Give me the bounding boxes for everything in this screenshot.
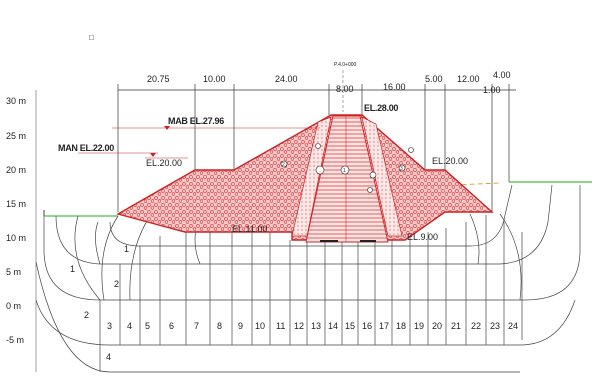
dim-1-00: 1.00 xyxy=(483,85,501,95)
corner-marker: □ xyxy=(89,33,94,42)
shell-zone-label-2: 2 xyxy=(282,162,285,168)
zone-number-7: 7 xyxy=(194,321,199,331)
zone-number-17: 17 xyxy=(379,321,389,331)
zone-markers xyxy=(280,143,414,193)
impervious-core xyxy=(305,115,389,243)
top-dimension-line xyxy=(117,84,516,212)
zone-number-6: 6 xyxy=(169,321,174,331)
zone-number-5: 5 xyxy=(145,321,150,331)
embankment-zone-labels: 1 2 3 xyxy=(282,162,403,174)
zone-number-16: 16 xyxy=(362,321,372,331)
shell-zone-label-3: 3 xyxy=(400,166,403,172)
core-base-elevation: EL.9.00 xyxy=(407,232,438,242)
axis-station-label: P.4.0+000 xyxy=(334,62,357,68)
zone-number-10: 10 xyxy=(255,321,265,331)
dim-10-00: 10.00 xyxy=(203,74,226,84)
dim-5-00: 5.00 xyxy=(425,74,443,84)
zone-number-18: 18 xyxy=(396,321,406,331)
zone-number-8: 8 xyxy=(217,321,222,331)
y-tick-30: 30 m xyxy=(6,96,26,106)
zone-number-11: 11 xyxy=(276,321,285,331)
y-tick-20: 20 m xyxy=(6,165,26,175)
zone-number-22: 22 xyxy=(471,321,481,331)
y-tick-5: 5 m xyxy=(6,267,21,277)
foundation-label-c: 4 xyxy=(106,352,111,362)
crest-elevation-label: EL.28.00 xyxy=(364,103,398,113)
foundation-labels: 1 2 4 xyxy=(106,244,129,362)
zone-number-12: 12 xyxy=(294,321,304,331)
downstream-filter-zone xyxy=(361,116,403,237)
dim-8-00: 8.00 xyxy=(336,84,354,94)
dim-20-75: 20.75 xyxy=(147,74,170,84)
zone-number-3: 3 xyxy=(107,321,112,331)
dim-4-00: 4.00 xyxy=(493,70,511,80)
shell-zone-label-1: 1 xyxy=(343,168,346,174)
zone-number-23: 23 xyxy=(490,321,500,331)
foundation-label-b: 2 xyxy=(114,279,119,289)
elevation-lines xyxy=(78,127,320,159)
y-tick-0: 0 m xyxy=(6,301,21,311)
downstream-berm-elevation: EL.20.00 xyxy=(432,156,468,166)
y-tick-10: 10 m xyxy=(6,233,26,243)
y-tick-25: 25 m xyxy=(6,131,26,141)
zone-number-19: 19 xyxy=(414,321,424,331)
zone-number-13: 13 xyxy=(311,321,321,331)
foundation-label-a: 1 xyxy=(124,244,129,254)
ground-surface xyxy=(43,181,592,217)
y-tick-15: 15 m xyxy=(6,199,26,209)
y-axis: 30 m 25 m 20 m 15 m 10 m 5 m 0 m -5 m xyxy=(6,90,37,372)
zone-number-21: 21 xyxy=(451,321,461,331)
dim-16-00: 16.00 xyxy=(383,82,406,92)
zone-number-14: 14 xyxy=(328,321,338,331)
dim-24-00: 24.00 xyxy=(275,74,298,84)
zone-number-24: 24 xyxy=(508,321,518,331)
elevation-markers xyxy=(150,126,170,157)
zone-number-1: 1 xyxy=(70,264,75,274)
zone-number-2: 2 xyxy=(84,310,89,320)
man-elevation-label: MAN EL.22.00 xyxy=(58,143,114,153)
dim-12-00: 12.00 xyxy=(457,74,480,84)
zone-number-20: 20 xyxy=(432,321,442,331)
foundation-mesh xyxy=(35,184,581,373)
upstream-base-elevation: EL.11.00 xyxy=(232,224,267,234)
core-base-markers xyxy=(320,240,376,242)
zone-number-4: 4 xyxy=(127,321,132,331)
y-tick-minus5: -5 m xyxy=(6,335,24,345)
zone-number-15: 15 xyxy=(345,321,355,331)
zone-numbers: 1 2 3 4 5 6 7 8 9 10 11 12 13 14 15 16 1… xyxy=(70,264,518,331)
upstream-berm-elevation: EL.20.00 xyxy=(146,158,182,168)
mab-elevation-label: MAB EL.27.96 xyxy=(168,116,224,126)
zone-number-9: 9 xyxy=(238,321,243,331)
